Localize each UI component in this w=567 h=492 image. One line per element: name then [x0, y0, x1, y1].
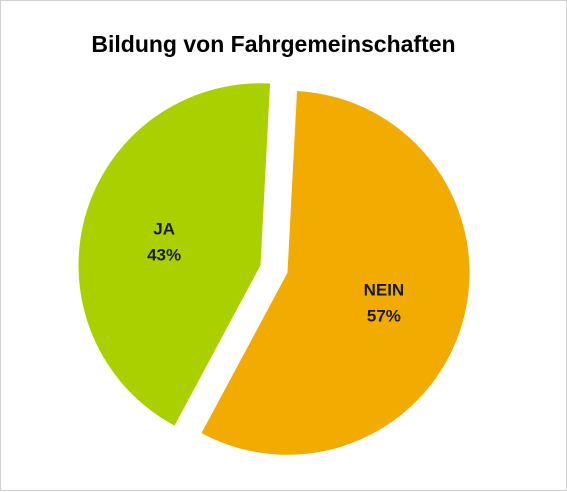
slice-label-ja: JA — [153, 219, 175, 238]
slice-percent-ja: 43% — [147, 245, 181, 264]
pie-slice-nein — [201, 91, 470, 455]
slice-label-nein: NEIN — [364, 281, 405, 300]
pie-slice-ja — [78, 83, 271, 426]
chart-title: Bildung von Fahrgemeinschaften — [91, 31, 456, 57]
slice-percent-nein: 57% — [367, 307, 401, 326]
